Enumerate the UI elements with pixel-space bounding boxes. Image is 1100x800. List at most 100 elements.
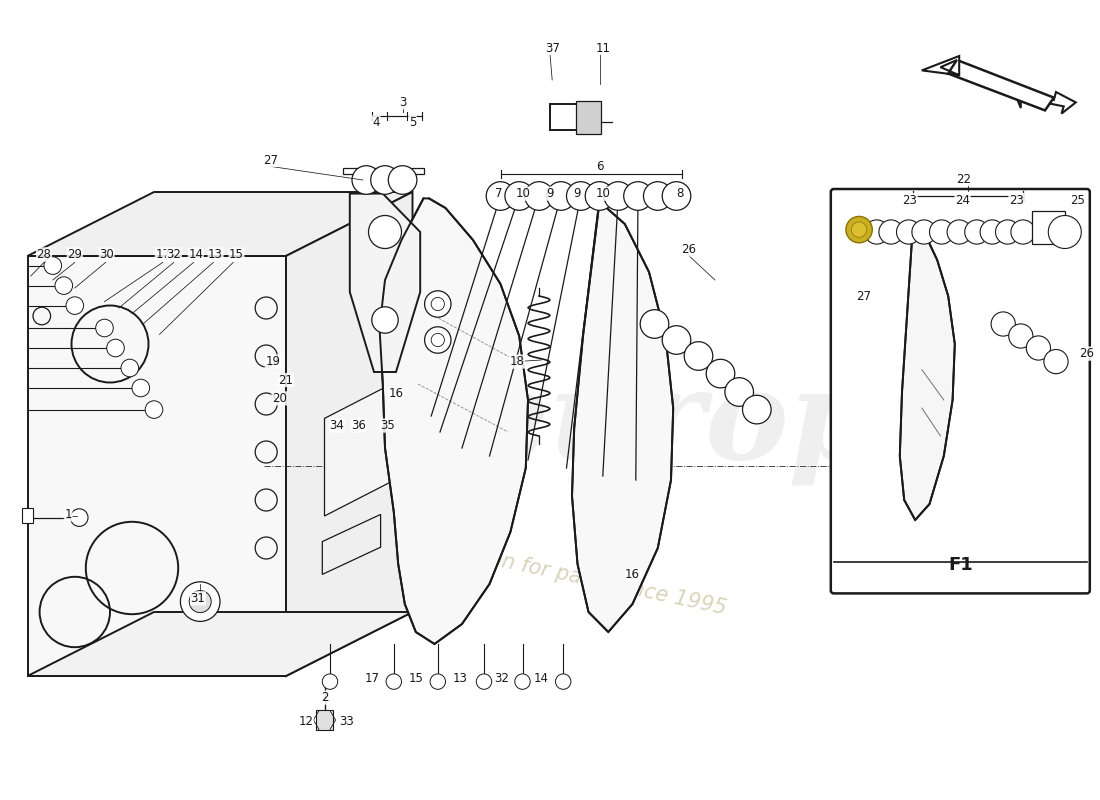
Text: 37: 37 [544, 42, 560, 54]
Text: 13: 13 [208, 248, 223, 261]
Text: 23: 23 [1009, 194, 1024, 206]
Bar [22, 508, 33, 523]
Circle shape [585, 182, 614, 210]
Text: 3: 3 [399, 96, 406, 109]
Text: 20: 20 [272, 392, 287, 405]
Circle shape [425, 327, 451, 354]
Circle shape [505, 182, 534, 210]
Circle shape [991, 312, 1015, 336]
Polygon shape [1010, 82, 1076, 114]
Text: 28: 28 [36, 248, 52, 261]
Circle shape [431, 298, 444, 310]
Circle shape [1044, 350, 1068, 374]
Text: 17: 17 [364, 672, 380, 685]
Polygon shape [324, 376, 407, 516]
Circle shape [371, 166, 399, 194]
Text: 1995: 1995 [857, 270, 1057, 338]
Circle shape [930, 220, 954, 244]
Polygon shape [948, 60, 1054, 110]
Circle shape [55, 277, 73, 294]
Text: a passion for parts.since 1995: a passion for parts.since 1995 [416, 534, 728, 618]
Circle shape [525, 182, 553, 210]
Circle shape [725, 378, 754, 406]
Circle shape [107, 339, 124, 357]
Text: 9: 9 [547, 187, 553, 200]
Circle shape [388, 166, 417, 194]
Circle shape [372, 306, 398, 333]
Circle shape [662, 326, 691, 354]
Text: 14: 14 [534, 672, 549, 685]
Polygon shape [286, 192, 412, 676]
Circle shape [879, 220, 903, 244]
Circle shape [476, 674, 492, 690]
Text: 30: 30 [99, 248, 114, 261]
Bar [316, 710, 333, 730]
Polygon shape [379, 198, 528, 644]
Text: 6: 6 [596, 160, 603, 173]
Text: 27: 27 [263, 154, 278, 166]
Text: 12: 12 [298, 715, 314, 728]
Circle shape [386, 674, 402, 690]
Text: 1: 1 [65, 508, 72, 521]
Circle shape [368, 215, 402, 249]
Text: 4: 4 [373, 116, 380, 129]
Circle shape [965, 220, 989, 244]
Text: 13: 13 [452, 672, 468, 685]
Circle shape [121, 359, 139, 377]
Circle shape [566, 182, 595, 210]
Circle shape [547, 182, 575, 210]
Polygon shape [28, 256, 286, 676]
Text: 34: 34 [329, 419, 344, 432]
Text: 36: 36 [351, 419, 366, 432]
Circle shape [912, 220, 936, 244]
Circle shape [70, 509, 88, 526]
Text: 21: 21 [278, 374, 294, 386]
Text: 24: 24 [955, 194, 970, 206]
Polygon shape [572, 202, 673, 632]
Polygon shape [28, 612, 412, 676]
Text: 9: 9 [574, 187, 581, 200]
Polygon shape [28, 192, 412, 256]
Circle shape [684, 342, 713, 370]
Text: 10: 10 [595, 187, 610, 200]
Bar [1032, 211, 1065, 244]
Circle shape [624, 182, 652, 210]
Circle shape [515, 674, 530, 690]
Text: 15: 15 [408, 672, 424, 685]
Circle shape [430, 674, 446, 690]
Circle shape [742, 395, 771, 424]
Circle shape [180, 582, 220, 622]
Polygon shape [350, 194, 420, 372]
Circle shape [431, 334, 444, 346]
Text: 23: 23 [902, 194, 917, 206]
Circle shape [851, 222, 867, 238]
Text: 7: 7 [495, 187, 502, 200]
Polygon shape [922, 56, 959, 75]
FancyBboxPatch shape [830, 189, 1090, 594]
Circle shape [1011, 220, 1035, 244]
Circle shape [604, 182, 632, 210]
Text: europes: europes [470, 363, 1026, 485]
Circle shape [189, 590, 211, 613]
Text: 31: 31 [190, 592, 206, 605]
Polygon shape [900, 224, 955, 520]
Text: 5: 5 [409, 116, 416, 129]
Circle shape [644, 182, 672, 210]
Circle shape [1026, 336, 1050, 360]
Circle shape [1009, 324, 1033, 348]
Circle shape [44, 257, 62, 274]
Text: 8: 8 [676, 187, 683, 200]
Circle shape [556, 674, 571, 690]
Text: 19: 19 [265, 355, 280, 368]
Text: 18: 18 [509, 355, 525, 368]
Circle shape [322, 674, 338, 690]
Circle shape [132, 379, 150, 397]
Circle shape [896, 220, 921, 244]
Text: 32: 32 [166, 248, 182, 261]
Circle shape [96, 319, 113, 337]
Text: 26: 26 [1079, 347, 1094, 360]
Circle shape [486, 182, 515, 210]
Circle shape [66, 297, 84, 314]
Circle shape [865, 220, 889, 244]
Circle shape [996, 220, 1020, 244]
